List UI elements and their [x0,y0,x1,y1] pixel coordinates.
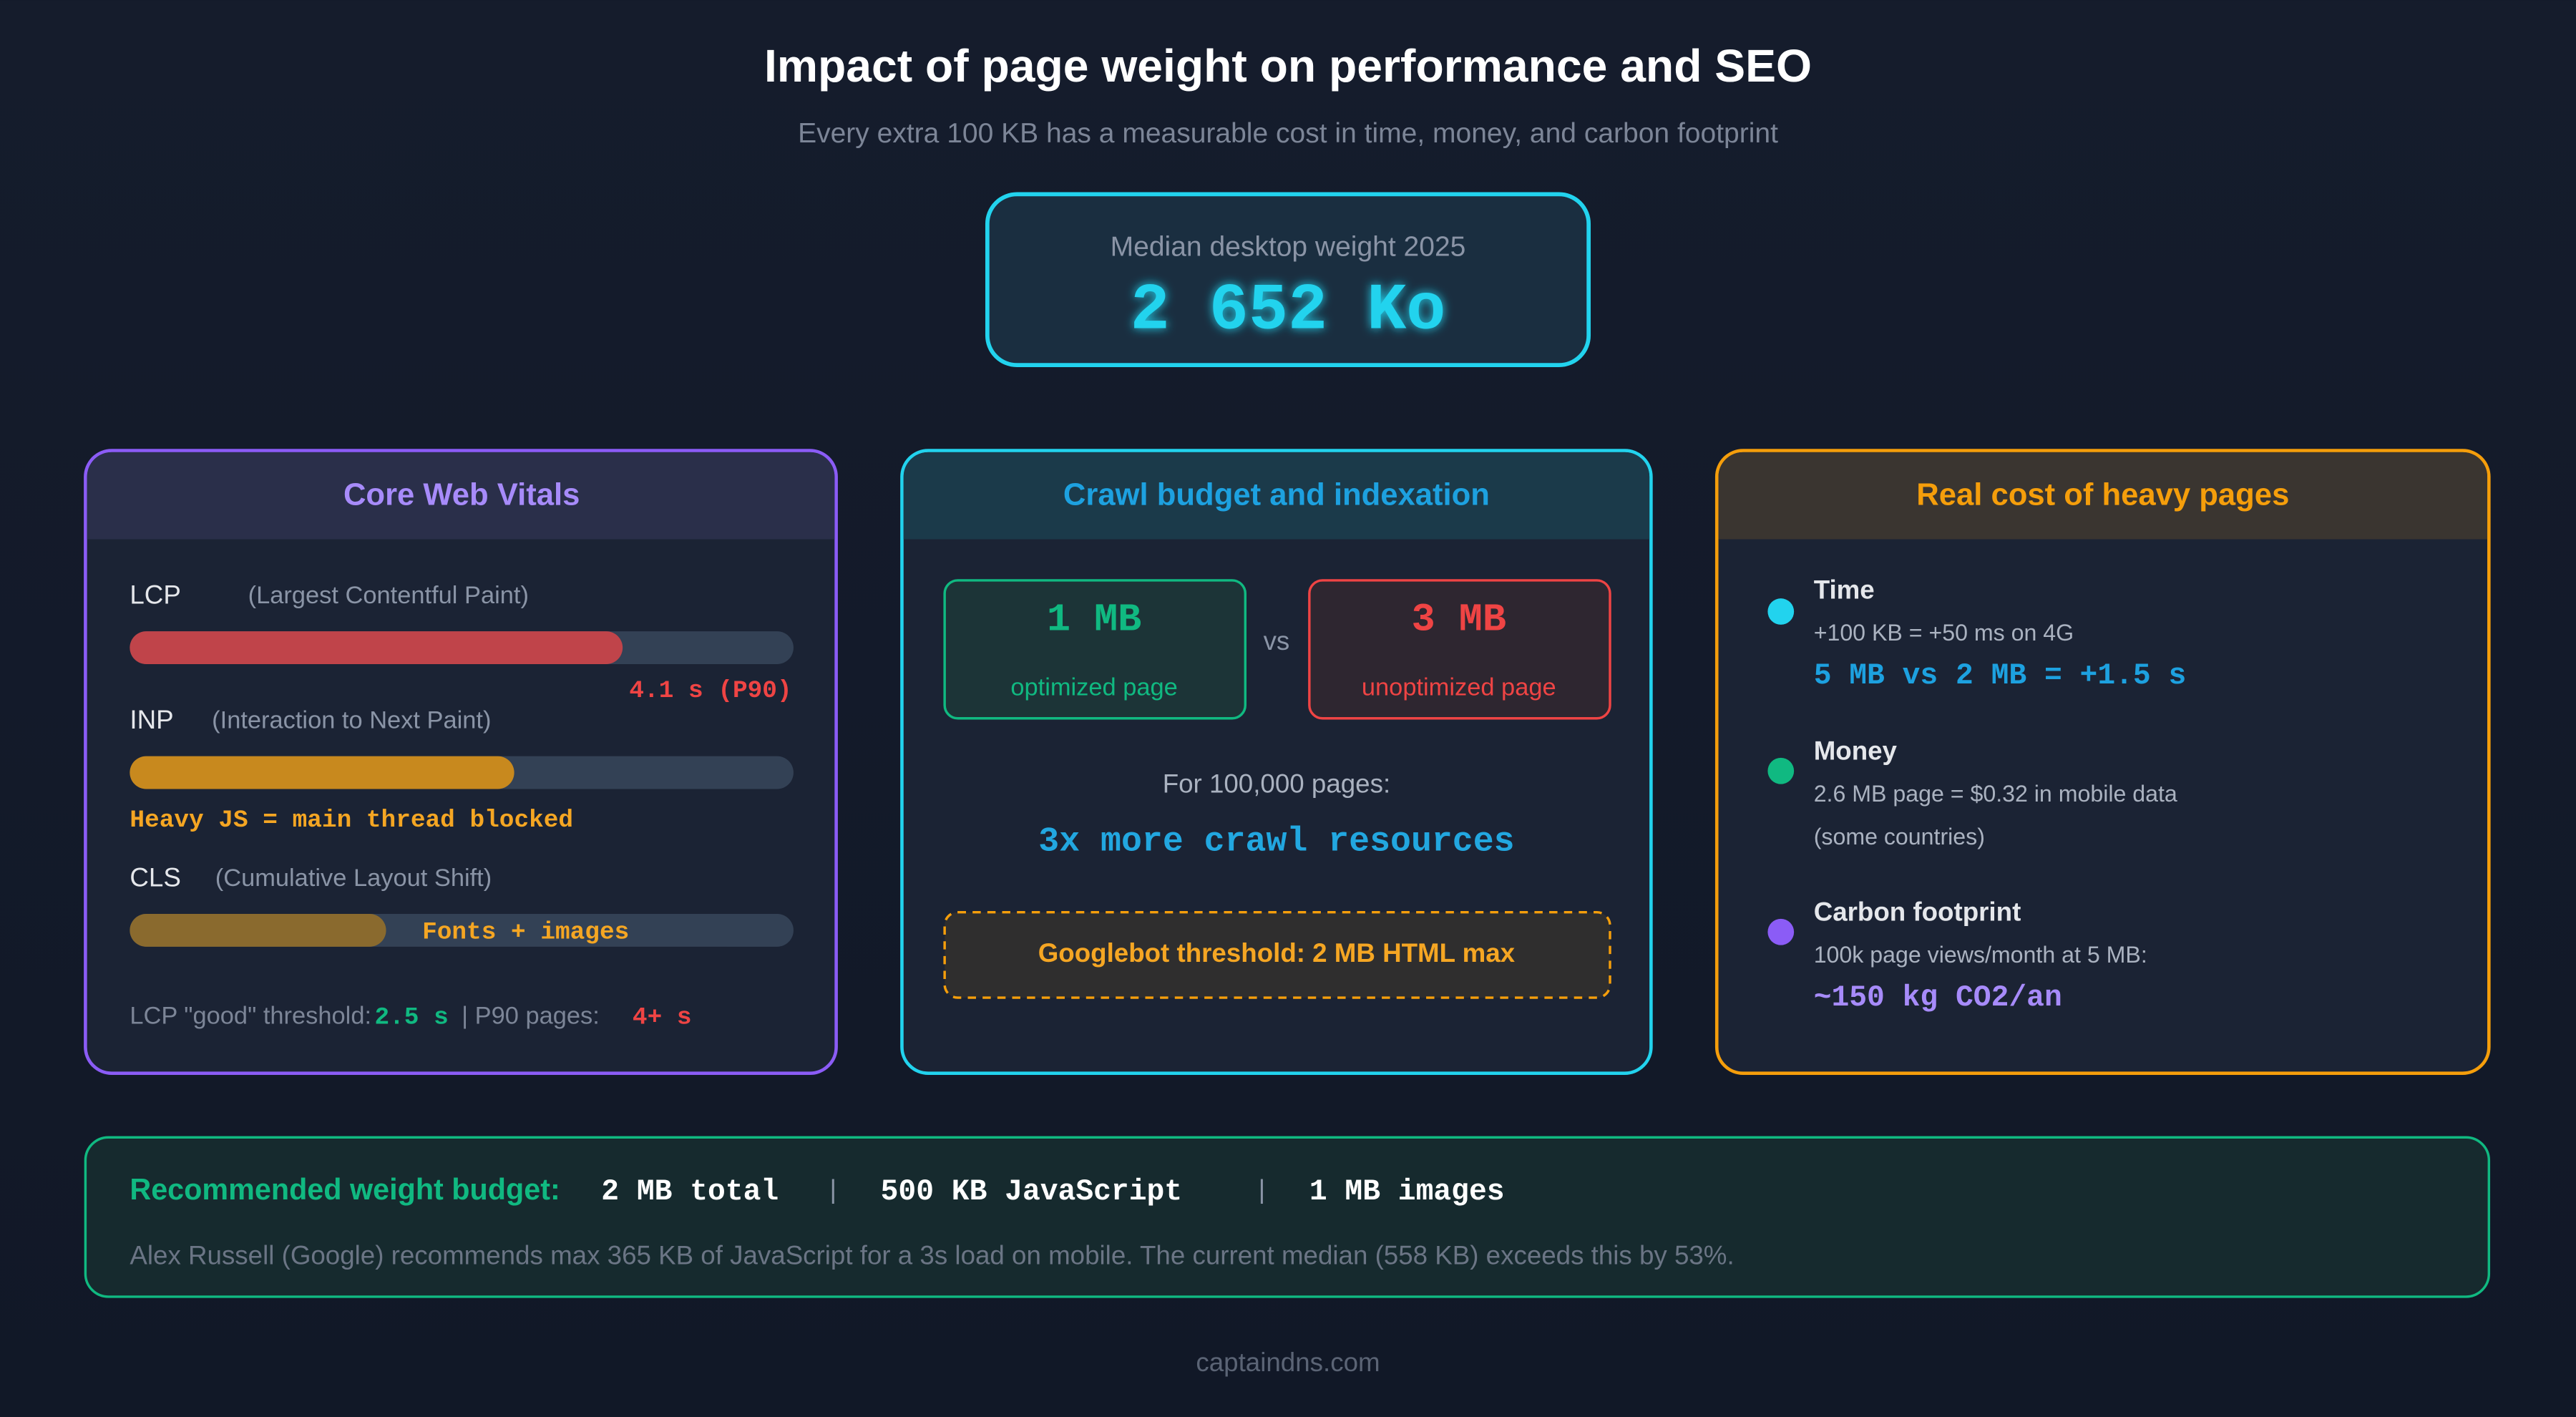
bar-fill [130,913,386,947]
card-header [903,452,1650,540]
footer-text: | P90 pages: [462,1003,600,1030]
vs: vs [1264,626,1290,656]
compare-value: 3 MB [1412,598,1506,643]
item-line: 100k page views/month at 5 MB: [1814,942,2147,968]
threshold: Googlebot threshold: 2 MB HTML max [1038,938,1516,968]
metric-desc: (Interaction to Next Paint) [212,706,491,734]
item-title: Time [1814,575,1875,605]
subtitle: Every extra 100 KB has a measurable cost… [798,118,1778,149]
compare-label: optimized page [1010,674,1177,701]
hero-label: Median desktop weight 2025 [1111,231,1466,262]
card-core-web-vitals: Core Web Vitals LCP (Largest Contentful … [84,449,838,1075]
budget-label: Recommended weight budget: [130,1173,560,1206]
metric-note: 4.1 s (P90) [629,677,791,705]
card-title: Crawl budget and indexation [1063,477,1490,512]
card-crawl-budget: Crawl budget and indexation 1 MB optimiz… [900,449,1653,1075]
item-title: Money [1814,736,1898,766]
card [1714,449,2491,1075]
highlight: 3x more crawl resources [1038,823,1514,862]
compare-label: unoptimized page [1362,674,1556,701]
card-title: Core Web Vitals [343,477,580,512]
hero-value: 2 652 Ko [1131,274,1446,349]
metric-name: LCP [130,580,180,610]
budget-panel: Recommended weight budget: 2 MB total | … [84,1136,2491,1298]
item-line: +100 KB = +50 ms on 4G [1814,620,2074,646]
separator: | [829,1175,836,1204]
footer: captaindns.com [1196,1348,1380,1377]
context: For 100,000 pages: [1163,769,1390,799]
bar-fill [130,631,623,665]
compare-box [1308,579,1611,720]
bullet [1767,598,1795,625]
footer-value: 2.5 s [374,1004,448,1032]
item-line: 2.6 MB page = $0.32 in mobile data [1814,781,2177,807]
metric-desc: (Cumulative Layout Shift) [215,865,492,892]
item-title: Carbon footprint [1814,897,2021,927]
hero-box [985,192,1591,368]
metric-note: Heavy JS = main thread blocked [130,807,573,834]
budget-note: Alex Russell (Google) recommends max 365… [130,1241,1734,1270]
card-title: Real cost of heavy pages [1916,477,2289,512]
metric-desc: (Largest Contentful Paint) [248,582,529,609]
separator: | [1259,1175,1266,1204]
compare-box [943,579,1247,720]
metric-name: INP [130,705,173,734]
bullet [1767,757,1795,784]
metric-name: CLS [130,862,180,892]
budget-item: 500 KB JavaScript [881,1176,1182,1209]
item-highlight: ~150 kg CO2/an [1814,982,2062,1015]
item-line: (some countries) [1814,824,1985,849]
compare-value: 1 MB [1047,598,1141,643]
card-header [1718,452,2488,540]
metric-note: Fonts + images [422,918,629,946]
card-real-cost: Real cost of heavy pages Time +100 KB = … [1714,449,2491,1075]
title: Impact of page weight on performance and… [764,40,1812,92]
budget-item: 1 MB images [1309,1176,1505,1209]
bullet [1767,918,1795,945]
threshold-box [943,910,1611,999]
item-highlight: 5 MB vs 2 MB = +1.5 s [1814,660,2187,693]
card-header [87,452,835,540]
budget-box [84,1136,2491,1298]
footer-text: LCP "good" threshold: [130,1003,371,1030]
bar-fill [130,756,514,789]
budget-item: 2 MB total [601,1176,779,1209]
footer-value: 4+ s [633,1004,692,1032]
